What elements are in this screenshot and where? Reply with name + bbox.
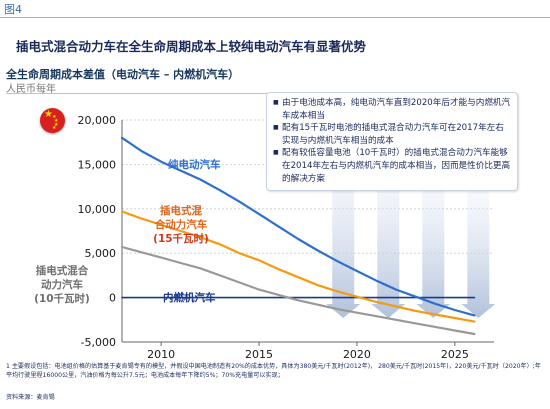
trend-arrow (461, 184, 496, 318)
trend-arrow (326, 160, 361, 318)
series-label-phev15: 合动力汽车 (154, 218, 208, 231)
series-label-ice: 内燃机汽车 (163, 291, 216, 304)
callout-item: 由于电池成本高，纯电动汽车直到2020年后才能与内燃机汽车成本相当 (273, 97, 511, 122)
y-tick-label: 10,000 (78, 203, 117, 216)
series-label-phev10: 动力汽车 (41, 278, 83, 291)
y-tick-label: 15,000 (78, 158, 117, 171)
trend-arrows (326, 160, 496, 318)
flag-star-icon: ★ (52, 114, 57, 120)
figure-label: 图4 (4, 3, 22, 16)
source-note: 资料来源：麦肯锡 (6, 394, 55, 401)
series-label-phev10: (10千瓦时) (34, 292, 90, 305)
chart-subtitle: 全生命周期成本差值（电动汽车 – 内燃机汽车） (6, 68, 240, 81)
series-lines (120, 136, 476, 336)
chart-axes (121, 120, 494, 346)
unit-label: 人民币每年 (6, 84, 56, 95)
flag-star-icon: ★ (44, 109, 53, 120)
series-label-phev10: 插电式混合 (36, 264, 89, 277)
callout-item: 配有较低容量电池（10千瓦时）的插电式混合动力汽车能够在2014年左右与内燃机汽… (273, 147, 511, 185)
trend-arrow (371, 168, 406, 318)
y-tick-label: 0 (109, 292, 116, 305)
flag-star-icon: ★ (52, 125, 57, 131)
main-title: 插电式混合动力车在全生命周期成本上较纯电动汽车有显著优势 (16, 39, 367, 54)
series-label-phev15: (15千瓦时) (153, 232, 209, 245)
china-flag-icon: ★ ★ ★ ★ ★ (40, 108, 65, 133)
footnote: 1 主要假设包括：电池组价格的估算基于麦肯锡专有的模型，并假设中国电池制造有20… (6, 363, 541, 380)
series-line-1 (120, 210, 476, 323)
series-line-0 (120, 136, 476, 317)
y-tick-label: 20,000 (78, 114, 117, 127)
trend-arrow (416, 176, 451, 318)
tick-labels: 20,000 15,000 10,000 5,000 0 -5,000 2010 2015 20… (78, 114, 469, 361)
top-rule (0, 17, 550, 18)
x-tick-label: 2020 (343, 348, 371, 361)
x-tick-label: 2010 (147, 348, 175, 361)
series-label-phev15: 插电式混 (160, 204, 202, 217)
key-findings-callout: 由于电池成本高，纯电动汽车直到2020年后才能与内燃机汽车成本相当 配有15千瓦… (266, 92, 518, 192)
callout-item: 配有15千瓦时电池的插电式混合动力汽车可在2017年左右实现与内燃机汽车相当的成… (273, 122, 511, 147)
x-tick-label: 2015 (245, 348, 273, 361)
y-tick-label: -5,000 (81, 336, 116, 349)
x-tick-label: 2025 (441, 348, 469, 361)
series-line-2 (120, 245, 476, 336)
unit-rule (6, 93, 276, 94)
y-tick-label: 5,000 (85, 247, 117, 260)
flag-star-icon: ★ (54, 118, 59, 124)
series-label-ev: 纯电动汽车 (168, 158, 221, 171)
flag-star-icon: ★ (54, 122, 59, 128)
